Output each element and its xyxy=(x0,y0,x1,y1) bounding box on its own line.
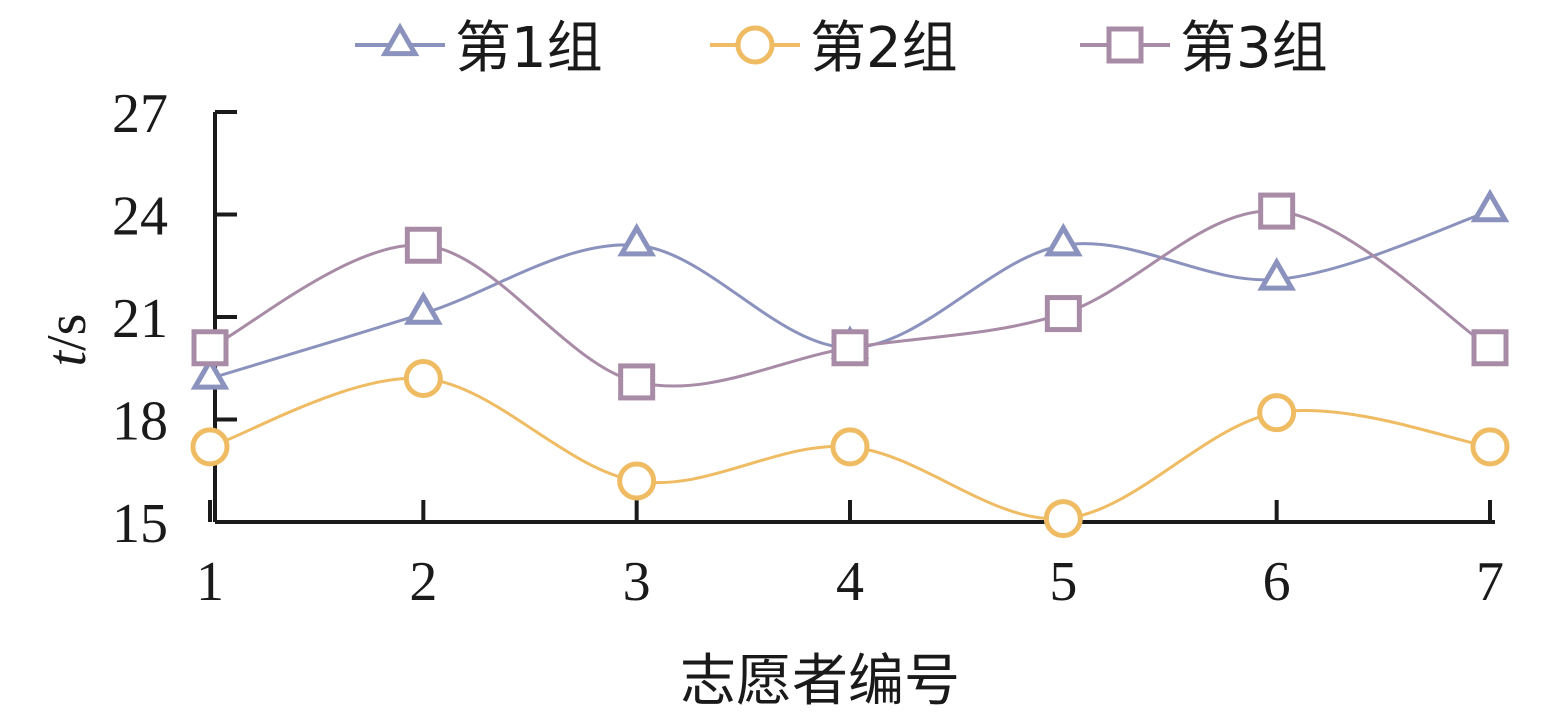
series-2-point xyxy=(1257,393,1297,433)
series-1-point xyxy=(404,291,443,325)
y-tick-label: 27 xyxy=(112,83,168,145)
series-3-point xyxy=(618,363,656,401)
series-3-point xyxy=(404,226,442,264)
legend-label-2: 第2组 xyxy=(810,16,958,81)
x-tick-label: 4 xyxy=(836,551,864,613)
x-axis-title: 志愿者编号 xyxy=(680,649,960,714)
series-1-point xyxy=(1257,257,1296,291)
series-3-point xyxy=(1258,192,1296,230)
series-2-point xyxy=(190,427,230,467)
x-tick-label: 5 xyxy=(1049,551,1077,613)
x-tick-label: 3 xyxy=(623,551,651,613)
series-3-point xyxy=(1044,295,1082,333)
series-markers xyxy=(190,188,1510,539)
series-3-point xyxy=(1471,329,1509,367)
legend-label-3: 第3组 xyxy=(1180,16,1328,81)
series-1-point xyxy=(617,222,656,257)
x-tick-label: 1 xyxy=(196,551,224,613)
legend-marker-2 xyxy=(735,25,775,65)
y-tick-label: 18 xyxy=(112,391,168,453)
series-3-point xyxy=(191,329,229,367)
legend-label-1: 第1组 xyxy=(455,16,603,81)
series-1-point xyxy=(1470,188,1510,223)
y-tick-label: 21 xyxy=(112,288,168,350)
y-axis-title-unit: /s xyxy=(36,314,98,351)
series-2-point xyxy=(1470,427,1510,467)
series-2-point xyxy=(830,427,870,467)
x-tick-label: 7 xyxy=(1476,551,1504,613)
x-tick-label: 6 xyxy=(1263,551,1291,613)
svg-text:t/s: t/s xyxy=(36,314,98,367)
series-2-point xyxy=(1043,499,1083,539)
ticks: 15 18 21 24 27 1 2 3 4 5 6 7 xyxy=(112,83,1504,613)
y-axis-title: t/s xyxy=(36,314,98,367)
y-axis-title-italic: t xyxy=(36,349,98,366)
y-tick-label: 24 xyxy=(112,186,168,248)
series-1-point xyxy=(1044,222,1083,257)
legend-marker-3 xyxy=(1106,26,1144,64)
series-2-point xyxy=(617,461,657,501)
series-2-point xyxy=(403,359,443,398)
y-tick-label: 15 xyxy=(112,493,168,555)
series-1-point xyxy=(190,356,230,390)
series-3-point xyxy=(831,329,869,367)
legend: 第1组 第2组 第3组 xyxy=(355,16,1328,81)
legend-marker-1 xyxy=(380,22,420,57)
x-tick-label: 2 xyxy=(409,551,437,613)
